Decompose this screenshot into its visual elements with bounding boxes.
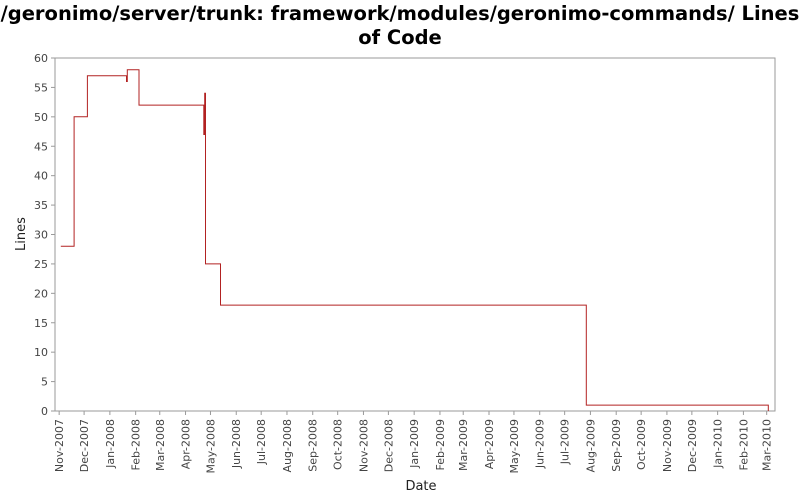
x-tick-label: Feb-2009 — [434, 419, 447, 470]
x-tick-label: Jan-2010 — [712, 419, 725, 469]
x-tick-label: Mar-2010 — [761, 419, 774, 471]
x-tick-label: Jul-2008 — [255, 419, 268, 465]
x-tick-label: Aug-2009 — [584, 419, 597, 472]
x-axis-label: Date — [405, 479, 436, 494]
x-tick-label: Nov-2007 — [53, 419, 66, 472]
x-tick-label: Jul-2009 — [559, 419, 572, 465]
y-tick-label: 15 — [34, 317, 48, 330]
x-axis-ticks: Nov-2007 Dec-2007 Jan-2008 Feb-2008 Mar-2008… — [53, 411, 774, 474]
y-tick-label: 45 — [34, 140, 48, 153]
series-line — [60, 69, 769, 411]
y-tick-label: 0 — [41, 405, 48, 418]
plot-area — [54, 57, 776, 412]
x-tick-label: Mar-2008 — [154, 419, 167, 471]
x-tick-label: Dec-2007 — [78, 419, 91, 472]
y-axis-ticks: 0 5 10 15 20 25 30 35 40 45 50 55 60 — [34, 52, 55, 418]
y-tick-label: 30 — [34, 229, 48, 242]
x-tick-label: Oct-2008 — [332, 419, 345, 470]
y-tick-label: 60 — [34, 52, 48, 65]
x-tick-label: Nov-2008 — [357, 419, 370, 472]
x-tick-label: Oct-2009 — [635, 419, 648, 470]
y-tick-label: 5 — [41, 376, 48, 389]
x-tick-label: Jan-2008 — [104, 419, 117, 469]
x-tick-label: Aug-2008 — [281, 419, 294, 472]
x-tick-label: Sep-2009 — [610, 419, 623, 472]
x-tick-label: May-2008 — [204, 419, 217, 474]
y-tick-label: 40 — [34, 170, 48, 183]
y-tick-label: 35 — [34, 199, 48, 212]
x-tick-label: Jun-2008 — [230, 419, 243, 469]
y-tick-label: 20 — [34, 287, 48, 300]
x-tick-label: Nov-2009 — [661, 419, 674, 472]
y-tick-label: 10 — [34, 346, 48, 359]
x-tick-label: Dec-2008 — [382, 419, 395, 472]
y-tick-label: 50 — [34, 111, 48, 124]
x-tick-label: Feb-2008 — [130, 419, 143, 470]
x-tick-label: May-2009 — [508, 419, 521, 474]
x-tick-label: Feb-2010 — [737, 419, 750, 470]
x-tick-label: Dec-2009 — [686, 419, 699, 472]
y-axis-label: Lines — [14, 217, 29, 251]
x-tick-label: Jun-2009 — [534, 419, 547, 469]
x-tick-label: Sep-2008 — [307, 419, 320, 472]
y-tick-label: 25 — [34, 258, 48, 271]
x-tick-label: Apr-2008 — [180, 419, 193, 469]
x-tick-label: Apr-2009 — [483, 419, 496, 469]
y-tick-label: 55 — [34, 81, 48, 94]
x-tick-label: Jan-2009 — [408, 419, 421, 469]
x-tick-label: Mar-2009 — [457, 419, 470, 471]
chart-title: /geronimo/server/trunk: framework/module… — [0, 2, 800, 49]
